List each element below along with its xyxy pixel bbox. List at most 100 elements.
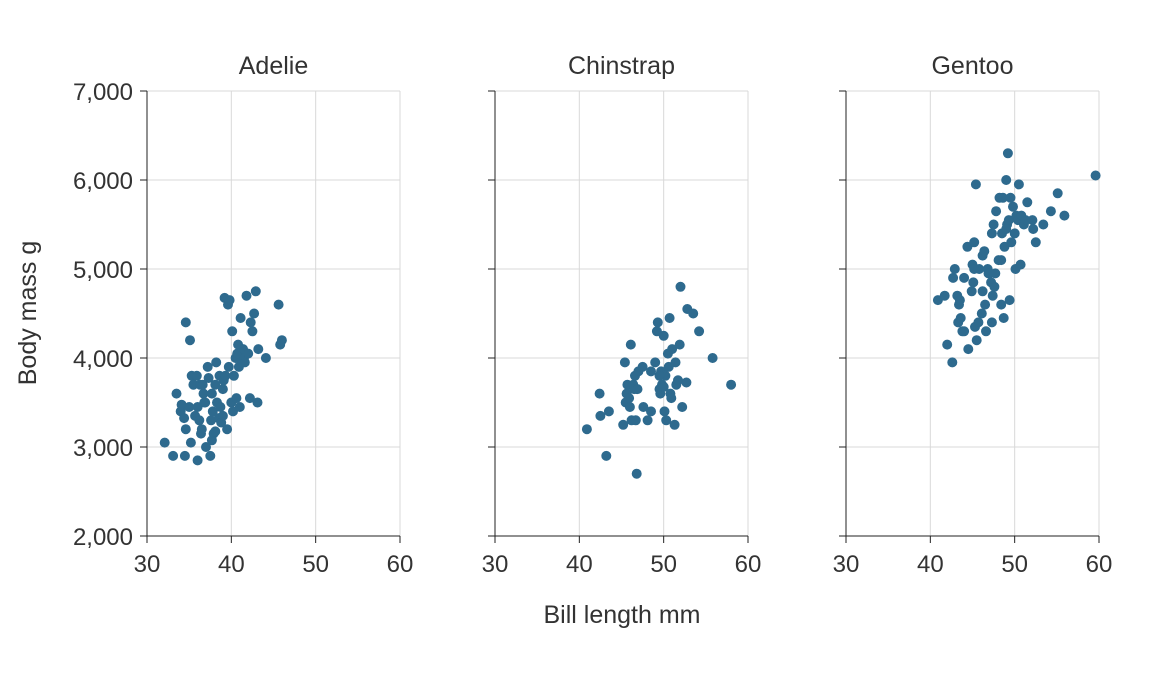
x-tick-label: 60 [735,551,762,578]
data-point [939,290,950,301]
data-point [1015,259,1026,270]
x-tick-label: 50 [1001,551,1028,578]
data-point [955,312,966,323]
data-point [1004,295,1015,306]
data-point [196,424,207,435]
data-point [250,286,261,297]
data-point [968,277,979,288]
data-point [989,281,1000,292]
data-point [224,295,235,306]
data-point [217,410,228,421]
data-point [215,401,226,412]
data-point [670,357,681,368]
data-point [694,326,705,337]
data-point [1008,201,1019,212]
data-point [667,344,678,355]
y-tick-label: 5,000 [73,257,133,284]
data-point [171,388,182,399]
data-point [677,401,688,412]
data-point [222,424,233,435]
data-point [707,352,718,363]
data-point [227,326,238,337]
data-point [179,450,190,461]
data-point [624,393,635,404]
data-point [632,384,643,395]
data-point [205,450,216,461]
data-point [235,312,246,323]
data-point [1002,148,1013,159]
facet-panel-adelie: 30 40 50 60 2,000 3,000 4,000 5,000 6,000 7,000 Ad… [73,52,413,578]
x-tick-label: 50 [650,551,677,578]
data-point [239,357,250,368]
data-point [203,372,214,383]
data-point [601,450,612,461]
x-tick-label: 60 [387,551,414,578]
data-point [971,335,982,346]
data-point [1006,237,1017,248]
data-point [594,388,605,399]
data-point [666,393,677,404]
data-point [674,339,685,350]
data-point [191,370,202,381]
x-tick-label: 30 [833,551,860,578]
data-point [625,339,636,350]
data-point [991,206,1002,217]
facet-title: Gentoo [931,52,1013,80]
data-point [194,415,205,426]
data-point [658,330,669,341]
y-axis-title: Body mass g [14,241,42,386]
data-point [217,384,228,395]
data-point [977,286,988,297]
data-point [947,357,958,368]
x-tick-label: 40 [218,551,245,578]
data-point [659,406,670,417]
data-point [986,317,997,328]
data-point [638,401,649,412]
data-point [1022,197,1033,208]
data-point [999,241,1010,252]
data-point [207,406,218,417]
data-point [681,377,692,388]
data-point [206,435,217,446]
data-point [1013,179,1024,190]
x-axis-title: Bill length mm [544,601,701,629]
data-point [664,312,675,323]
y-tick-label: 3,000 [73,435,133,462]
x-tick-label: 30 [134,551,161,578]
data-point [1045,206,1056,217]
data-point [244,393,255,404]
data-point [624,401,635,412]
data-point [184,401,195,412]
data-point [959,272,970,283]
data-point [252,397,263,408]
data-point [1001,223,1012,234]
data-point [260,352,271,363]
data-point [661,415,672,426]
data-point [210,379,221,390]
data-point [675,281,686,292]
data-point [276,335,287,346]
data-point [200,441,211,452]
data-point [996,255,1007,266]
x-tick-label: 30 [482,551,509,578]
data-point [202,361,213,372]
data-point [673,375,684,386]
data-point [970,179,981,190]
data-point [966,286,977,297]
data-point [980,299,991,310]
data-point [200,397,211,408]
data-point [954,295,965,306]
data-point [650,357,661,368]
facet-panel-gentoo: 30 40 50 60 Gentoo [833,52,1113,578]
data-point [247,326,258,337]
y-tick-label: 7,000 [73,79,133,106]
data-point [637,361,648,372]
data-point [1038,219,1049,230]
data-point [159,437,170,448]
data-point [581,424,592,435]
data-point [234,401,245,412]
data-point [669,419,680,430]
data-point [223,361,234,372]
data-point [969,237,980,248]
